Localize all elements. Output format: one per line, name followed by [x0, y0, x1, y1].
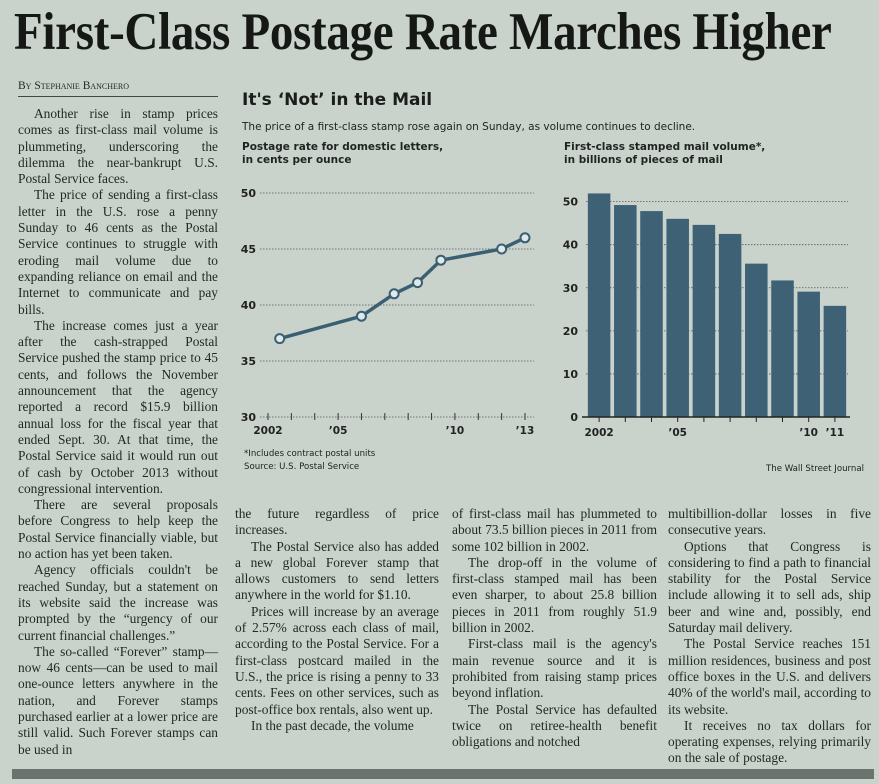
postage-rate-line	[279, 236, 526, 341]
article-paragraph: Another rise in stamp prices comes as fi…	[18, 106, 218, 187]
article-paragraph: Agency officials couldn't be reached Sun…	[18, 562, 218, 643]
y-tick-label: 40	[241, 299, 257, 312]
y-tick-label: 10	[563, 368, 579, 381]
article-column-3: of first-class mail has plummeted to abo…	[452, 506, 657, 750]
data-point	[274, 333, 286, 345]
y-tick-label: 40	[563, 239, 579, 252]
article-paragraph: In the past decade, the volume	[251, 717, 414, 733]
bar	[797, 291, 820, 417]
bar-chart-title-line-2: in billions of pieces of mail	[564, 154, 723, 166]
data-point	[412, 277, 424, 289]
line-chart: 30 35 40 45 50 2002 ’05 ’10 ’13	[241, 187, 535, 437]
x-tick-label: ’13	[516, 425, 535, 437]
article-paragraph: First-class mail is the agency's main re…	[452, 636, 657, 701]
article-paragraph: of first-class mail has plummeted to abo…	[452, 506, 657, 554]
article-column-4: multibillion-dollar losses in five conse…	[668, 506, 871, 767]
line-chart-title-line-1: Postage rate for domestic letters,	[242, 141, 444, 153]
page-bottom-rule	[12, 769, 874, 779]
publication-credit: The Wall Street Journal	[766, 464, 865, 474]
graphic-title: It's ‘Not’ in the Mail	[242, 90, 433, 110]
x-tick-label: 2002	[584, 427, 613, 439]
byline: By Stephanie Banchero	[18, 80, 218, 97]
article-paragraph: There are several proposals before Congr…	[18, 497, 218, 562]
y-tick-label: 50	[241, 187, 257, 200]
article-paragraph: The Postal Service reaches 151 million r…	[668, 636, 871, 717]
article-paragraph: The price of sending a first-class lette…	[18, 187, 218, 317]
x-tick-label: ’10	[446, 425, 465, 437]
bar-chart: 0 10 20 30 40 50 2002 ’05 ’10 ’11	[563, 193, 850, 439]
article-paragraph: It receives no tax dollars for operating…	[668, 717, 871, 766]
bar	[771, 280, 794, 417]
source-note: Source: U.S. Postal Service	[244, 462, 360, 472]
y-tick-label: 0	[570, 411, 578, 424]
x-tick-label: ’11	[826, 427, 845, 439]
bar	[587, 193, 611, 417]
data-point	[355, 310, 367, 322]
article-paragraph: The increase comes just a year after the…	[18, 317, 218, 496]
data-point	[496, 243, 508, 255]
x-tick-label: ’05	[668, 427, 687, 439]
article-paragraph: The drop-off in the volume of first-clas…	[452, 554, 657, 636]
y-tick-label: 50	[563, 196, 579, 209]
bar	[692, 224, 716, 417]
bar	[614, 205, 637, 417]
y-tick-label: 20	[563, 325, 579, 338]
bar	[823, 305, 847, 417]
data-point	[388, 288, 400, 300]
article-paragraph: The Postal Service also has added a new …	[235, 538, 439, 603]
chart-notes: *Includes contract postal units Source: …	[244, 448, 375, 474]
y-tick-label: 30	[563, 282, 579, 295]
y-tick-label: 45	[241, 243, 256, 256]
bar	[745, 263, 768, 417]
bar-chart-title-line-1: First-class stamped mail volume*,	[564, 141, 766, 153]
article-headline: First-Class Postage Rate Marches Higher	[14, 3, 832, 62]
bar	[666, 218, 689, 417]
article-paragraph: The Postal Service has defaulted twice o…	[452, 701, 657, 750]
data-point	[519, 232, 531, 244]
data-point	[435, 254, 447, 266]
footnote: *Includes contract postal units	[244, 449, 376, 459]
x-tick-label: ’10	[799, 427, 818, 439]
y-tick-label: 30	[241, 411, 257, 424]
article-paragraph: the future regardless of price increases…	[235, 506, 439, 538]
graphic-subtitle: The price of a first-class stamp rose ag…	[242, 121, 696, 133]
line-chart-title: Postage rate for domestic letters, in ce…	[242, 141, 443, 167]
x-tick-label: ’05	[329, 425, 348, 437]
article-paragraph: Options that Congress is considering to …	[668, 538, 871, 636]
bar-chart-title: First-class stamped mail volume*, in bil…	[564, 141, 765, 167]
bar	[718, 233, 742, 417]
y-tick-label: 35	[241, 355, 256, 368]
x-tick-label: 2002	[253, 425, 282, 437]
article-column-1: Another rise in stamp prices comes as fi…	[18, 106, 218, 758]
line-chart-title-line-2: in cents per ounce	[242, 154, 352, 166]
article-paragraph: The so-called “Forever” stamp—now 46 cen…	[18, 643, 218, 757]
article-column-2: the future regardless of price increases…	[235, 506, 439, 734]
article-paragraph: multibillion-dollar losses in five conse…	[668, 506, 871, 538]
bar	[640, 211, 663, 417]
infographic: It's ‘Not’ in the Mail The price of a fi…	[232, 88, 872, 488]
article-paragraph: Prices will increase by an average of 2.…	[235, 603, 439, 717]
